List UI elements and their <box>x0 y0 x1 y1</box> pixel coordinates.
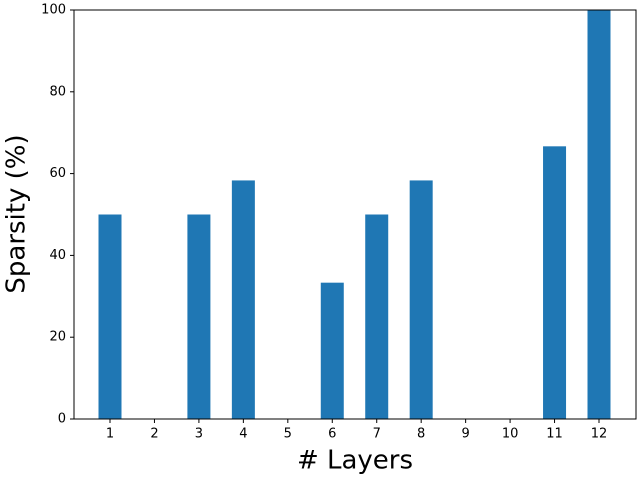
y-tick-label: 100 <box>41 3 66 18</box>
x-tick-label: 5 <box>284 427 292 442</box>
bar <box>409 180 433 419</box>
x-tick-label: 10 <box>502 427 519 442</box>
x-tick-label: 7 <box>373 427 381 442</box>
x-tick-label: 9 <box>461 427 469 442</box>
x-tick-label: 1 <box>106 427 114 442</box>
x-tick-label: 11 <box>546 427 563 442</box>
bar <box>320 282 344 419</box>
y-tick-label: 40 <box>49 248 66 263</box>
bar <box>98 214 122 419</box>
x-tick-label: 6 <box>328 427 336 442</box>
x-tick-label: 8 <box>417 427 425 442</box>
bar <box>587 10 611 419</box>
x-tick-label: 3 <box>195 427 203 442</box>
plot-frame <box>73 9 637 420</box>
y-tick-label: 0 <box>58 412 66 427</box>
y-tick-label: 60 <box>49 166 66 181</box>
bar <box>365 214 389 419</box>
x-tick-label: 12 <box>591 427 608 442</box>
x-tick-label: 4 <box>239 427 247 442</box>
x-axis-label: # Layers <box>297 446 413 476</box>
bar <box>187 214 211 419</box>
y-tick-label: 80 <box>49 84 66 99</box>
y-axis-label: Sparsity (%) <box>2 134 32 293</box>
y-tick-label: 20 <box>49 330 66 345</box>
bar <box>231 180 255 419</box>
x-tick-label: 2 <box>150 427 158 442</box>
bar <box>543 146 567 419</box>
